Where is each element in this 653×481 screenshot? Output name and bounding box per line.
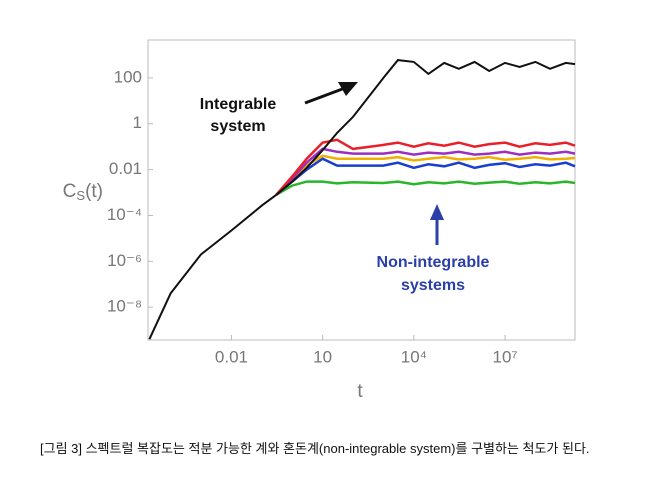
series-line: [275, 154, 576, 196]
y-tick-label: 10⁻⁴: [107, 205, 142, 224]
y-axis-label-part: C: [63, 181, 77, 202]
x-tick-label: 10⁴: [401, 347, 427, 366]
x-axis-label: t: [357, 381, 363, 402]
arrow-head: [338, 82, 358, 96]
plot: [148, 59, 576, 340]
arrow-head: [430, 204, 444, 220]
plot-frame: [147, 39, 576, 341]
x-tick-label: 10⁷: [493, 347, 518, 366]
y-tick-label: 10⁻⁶: [107, 251, 142, 270]
y-tick-label: 0.01: [109, 159, 142, 178]
y-axis-label-part: S: [76, 188, 85, 203]
series-line: [275, 147, 576, 196]
caption: [그림 3] 스펙트럴 복잡도는 적분 가능한 계와 혼돈계(non-integ…: [40, 441, 590, 456]
y-tick-label: 100: [114, 67, 142, 86]
series-line: [275, 180, 576, 196]
arrow: [304, 86, 346, 105]
annotation: Integrable: [200, 96, 277, 113]
series-line: [275, 157, 576, 196]
annotation: systems: [401, 277, 465, 294]
chart: CS(t) t Integrable system Non-integrable…: [63, 39, 576, 402]
y-tick-label: 1: [133, 113, 142, 132]
x-tick-label: 0.01: [215, 347, 248, 366]
x-tick-label: 10: [313, 347, 332, 366]
annotation: Non-integrable: [377, 254, 490, 271]
series-line: [275, 138, 576, 196]
annotation: system: [210, 118, 265, 135]
y-axis-label-part: (t): [85, 181, 103, 202]
y-axis-label: CS(t): [63, 181, 103, 203]
y-tick-label: 10⁻⁸: [107, 297, 142, 316]
series-line: [148, 59, 576, 340]
